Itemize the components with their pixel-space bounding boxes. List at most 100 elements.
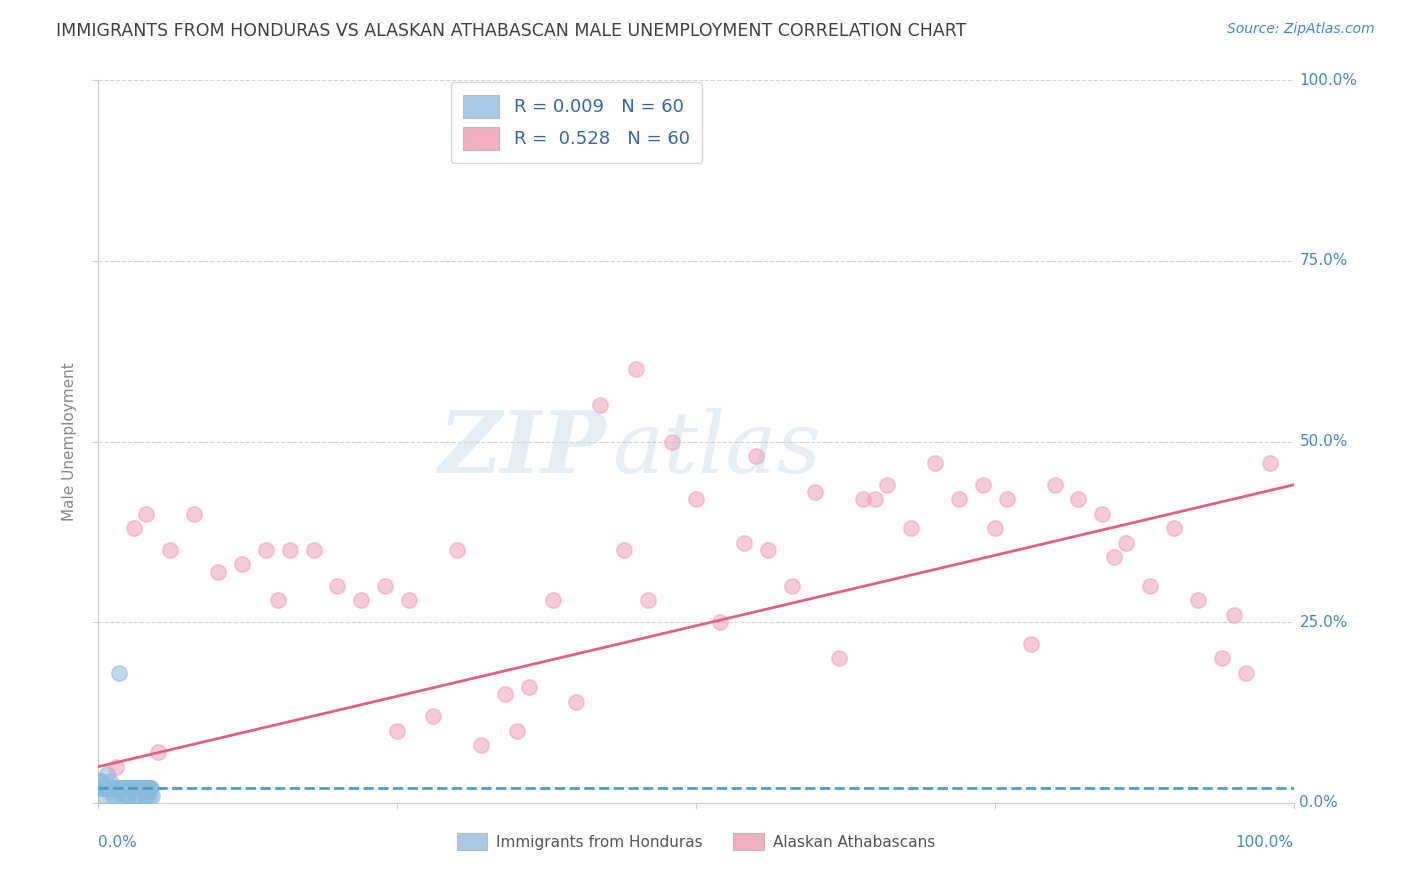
Point	[637, 593, 659, 607]
Point	[1091, 507, 1114, 521]
Point	[105, 781, 128, 796]
Point	[924, 456, 946, 470]
Point	[94, 781, 117, 796]
Point	[124, 789, 146, 803]
Text: atlas: atlas	[613, 408, 821, 490]
Point	[231, 558, 253, 572]
Point	[1163, 521, 1185, 535]
Point	[1234, 665, 1257, 680]
Point	[972, 478, 994, 492]
Point	[93, 789, 115, 803]
Point	[517, 680, 540, 694]
Point	[183, 507, 205, 521]
Point	[350, 593, 373, 607]
Point	[541, 593, 564, 607]
Text: 0.0%: 0.0%	[98, 835, 138, 850]
Point	[139, 781, 162, 796]
Point	[135, 507, 157, 521]
Point	[115, 781, 138, 796]
Point	[1187, 593, 1209, 607]
Point	[1258, 456, 1281, 470]
Point	[118, 781, 141, 796]
Point	[127, 789, 149, 803]
Point	[98, 774, 122, 789]
Point	[302, 542, 325, 557]
Point	[136, 781, 159, 796]
Point	[89, 781, 111, 796]
Point	[97, 781, 120, 796]
Point	[398, 593, 420, 607]
Point	[278, 542, 301, 557]
Point	[685, 492, 707, 507]
Point	[506, 723, 529, 738]
Point	[124, 521, 146, 535]
Point	[125, 781, 148, 796]
Point	[135, 789, 157, 803]
Point	[131, 781, 153, 796]
Point	[100, 781, 122, 796]
Point	[139, 781, 162, 796]
Point	[876, 478, 898, 492]
Point	[267, 593, 290, 607]
Point	[422, 709, 444, 723]
Point	[112, 781, 135, 796]
Point	[780, 579, 803, 593]
Point	[105, 760, 128, 774]
Point	[91, 781, 114, 796]
Point	[626, 362, 648, 376]
Point	[565, 695, 588, 709]
Point	[148, 745, 170, 759]
Point	[1104, 550, 1126, 565]
Point	[114, 781, 136, 796]
Point	[1211, 651, 1233, 665]
Point	[138, 789, 160, 803]
Point	[207, 565, 229, 579]
Point	[804, 485, 827, 500]
Point	[1223, 607, 1246, 622]
Point	[131, 781, 153, 796]
Point	[115, 789, 138, 803]
Point	[756, 542, 779, 557]
Point	[90, 774, 112, 789]
Point	[141, 789, 163, 803]
Point	[118, 781, 141, 796]
Point	[110, 781, 132, 796]
Point	[125, 781, 148, 796]
Point	[135, 781, 157, 796]
Point	[852, 492, 875, 507]
Point	[129, 781, 152, 796]
Point	[613, 542, 636, 557]
Point	[114, 781, 136, 796]
Point	[661, 434, 683, 449]
Point	[101, 789, 124, 803]
Point	[984, 521, 1007, 535]
Point	[494, 687, 516, 701]
Point	[96, 767, 118, 781]
Point	[589, 398, 612, 412]
Point	[98, 781, 121, 796]
Point	[107, 781, 129, 796]
Text: 75.0%: 75.0%	[1299, 253, 1348, 268]
Point	[111, 781, 134, 796]
Point	[948, 492, 970, 507]
Point	[96, 781, 118, 796]
Point	[132, 781, 155, 796]
Point	[828, 651, 851, 665]
Point	[254, 542, 277, 557]
Point	[103, 781, 125, 796]
Point	[139, 781, 162, 796]
Point	[1043, 478, 1066, 492]
Point	[374, 579, 396, 593]
Point	[1139, 579, 1161, 593]
Text: ZIP: ZIP	[439, 407, 606, 491]
Text: 100.0%: 100.0%	[1236, 835, 1294, 850]
Point	[132, 781, 155, 796]
Point	[128, 781, 150, 796]
Point	[108, 781, 131, 796]
Point	[745, 449, 768, 463]
Point	[326, 579, 349, 593]
Point	[120, 781, 142, 796]
Point	[385, 723, 409, 738]
Legend: Immigrants from Honduras, Alaskan Athabascans: Immigrants from Honduras, Alaskan Athaba…	[450, 827, 942, 856]
Point	[104, 789, 127, 803]
